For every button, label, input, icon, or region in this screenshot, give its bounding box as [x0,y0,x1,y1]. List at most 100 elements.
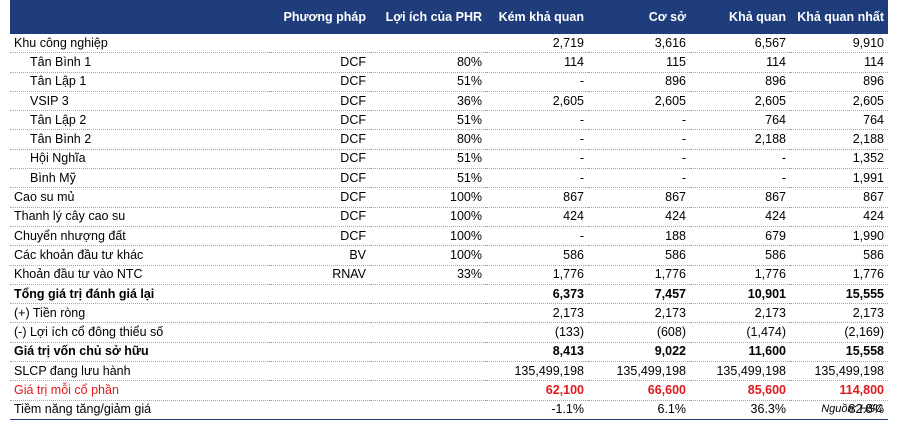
row-bull: 36.3% [750,402,786,417]
row-bear: 867 [563,190,584,205]
row-benefit: 51% [456,74,482,89]
table-row: VSIP 3 DCF 36% 2,605 2,605 2,605 2,605 [10,91,888,111]
row-base: 867 [665,190,686,205]
valuation-table: Phương pháp Lợi ích của PHR Kém khả quan… [10,0,888,420]
row-label: Giá trị mỗi cổ phần [14,382,119,397]
row-bear: 586 [563,247,584,262]
row-bear: 2,719 [552,35,584,50]
row-method: DCF [340,74,366,89]
row-best: 1,991 [852,170,884,185]
row-best: 1,990 [852,228,884,243]
row-bull: 6,567 [754,35,786,50]
valuation-table-container: Phương pháp Lợi ích của PHR Kém khả quan… [10,0,888,420]
table-row: Các khoản đầu tư khác BV 100% 586 586 586 586 [10,246,888,266]
table-row-total: Tổng giá trị đánh giá lại 6,373 7,457 10,90… [10,284,888,304]
row-bull: 679 [765,228,786,243]
row-best: 586 [863,247,884,262]
row-best: 867 [863,190,884,205]
row-benefit [370,381,486,400]
row-label: (-) Lợi ích cổ đông thiểu số [14,325,164,340]
row-method: DCF [340,132,366,147]
row-bear: 2,173 [552,305,584,320]
row-label: SLCP đang lưu hành [14,363,131,378]
row-base: 3,616 [654,35,686,50]
row-bear: - [579,228,584,243]
table-row: Tiềm năng tăng/giảm giá -1.1% 6.1% 36.3% 82.… [10,400,888,420]
table-row: Bình Mỹ DCF 51% - - - 1,991 [10,169,888,188]
table-row: Tân Bình 1 DCF 80% 114 115 114 114 [10,53,888,73]
row-bear: 62,100 [545,382,584,397]
row-benefit: 100% [450,228,482,243]
row-base: - [681,151,686,166]
row-best: 135,499,198 [814,363,884,378]
row-benefit [370,362,486,381]
row-best: 2,188 [852,132,884,147]
row-label: Thanh lý cây cao su [14,209,126,224]
row-base: 135,499,198 [616,363,686,378]
row-base: 1,776 [654,267,686,282]
row-benefit: 80% [456,132,482,147]
row-method [270,381,370,400]
row-benefit: 100% [450,190,482,205]
row-best: 2,605 [852,93,884,108]
header-label [10,0,270,34]
row-base: 66,600 [647,382,686,397]
row-bull: 85,600 [747,382,786,397]
row-benefit [370,323,486,342]
row-bear: - [579,112,584,127]
row-bull: 764 [765,112,786,127]
row-base: 115 [666,54,686,69]
row-benefit: 80% [456,54,482,69]
row-method: RNAV [332,267,366,282]
row-method [270,400,370,419]
row-bull: 135,499,198 [716,363,786,378]
row-bull: - [781,151,786,166]
row-method: BV [349,247,366,262]
header-bear: Kém khả quan [486,0,588,34]
row-label: Giá trị vốn chủ sở hữu [14,344,149,359]
row-benefit: 100% [450,247,482,262]
row-benefit: 51% [456,151,482,166]
row-bear: - [579,132,584,147]
row-best: 114,800 [839,382,885,397]
row-bull: 586 [765,247,786,262]
row-base: - [681,170,686,185]
row-bear: 135,499,198 [514,363,584,378]
row-label: Khu công nghiệp [14,35,108,50]
table-row: Tân Lập 1 DCF 51% - 896 896 896 [10,72,888,92]
row-base: 2,173 [654,305,686,320]
row-method [270,284,370,303]
row-benefit: 51% [456,112,482,127]
row-base: 2,605 [654,93,686,108]
header-bull: Khả quan [690,0,790,34]
row-method: DCF [340,228,366,243]
row-bear: 2,605 [552,93,584,108]
row-benefit [370,284,486,303]
row-method: DCF [340,170,366,185]
row-base: 586 [665,247,686,262]
row-benefit: 33% [456,267,482,282]
row-benefit: 36% [456,93,482,108]
row-bear: 114 [564,54,584,69]
row-method: DCF [340,112,366,127]
row-bear: 1,776 [552,267,584,282]
row-bull: 10,901 [747,286,786,301]
table-row: (+) Tiền ròng 2,173 2,173 2,173 2,173 [10,304,888,323]
row-best: 764 [863,112,884,127]
row-best: 9,910 [852,35,884,50]
row-base: - [681,112,686,127]
row-best: 82.8% [848,402,884,417]
row-best: 15,558 [845,344,884,359]
table-row: SLCP đang lưu hành 135,499,198 135,499,198… [10,362,888,381]
row-method: DCF [340,151,366,166]
row-label: Các khoản đầu tư khác [14,247,144,262]
row-bear: (133) [554,325,584,340]
row-label: VSIP 3 [30,93,69,108]
header-method: Phương pháp [270,0,370,34]
row-best: 114 [864,54,884,69]
row-method [270,362,370,381]
table-header: Phương pháp Lợi ích của PHR Kém khả quan… [10,0,888,34]
row-base: 188 [665,228,686,243]
row-base: - [681,132,686,147]
row-bull: 424 [765,209,786,224]
